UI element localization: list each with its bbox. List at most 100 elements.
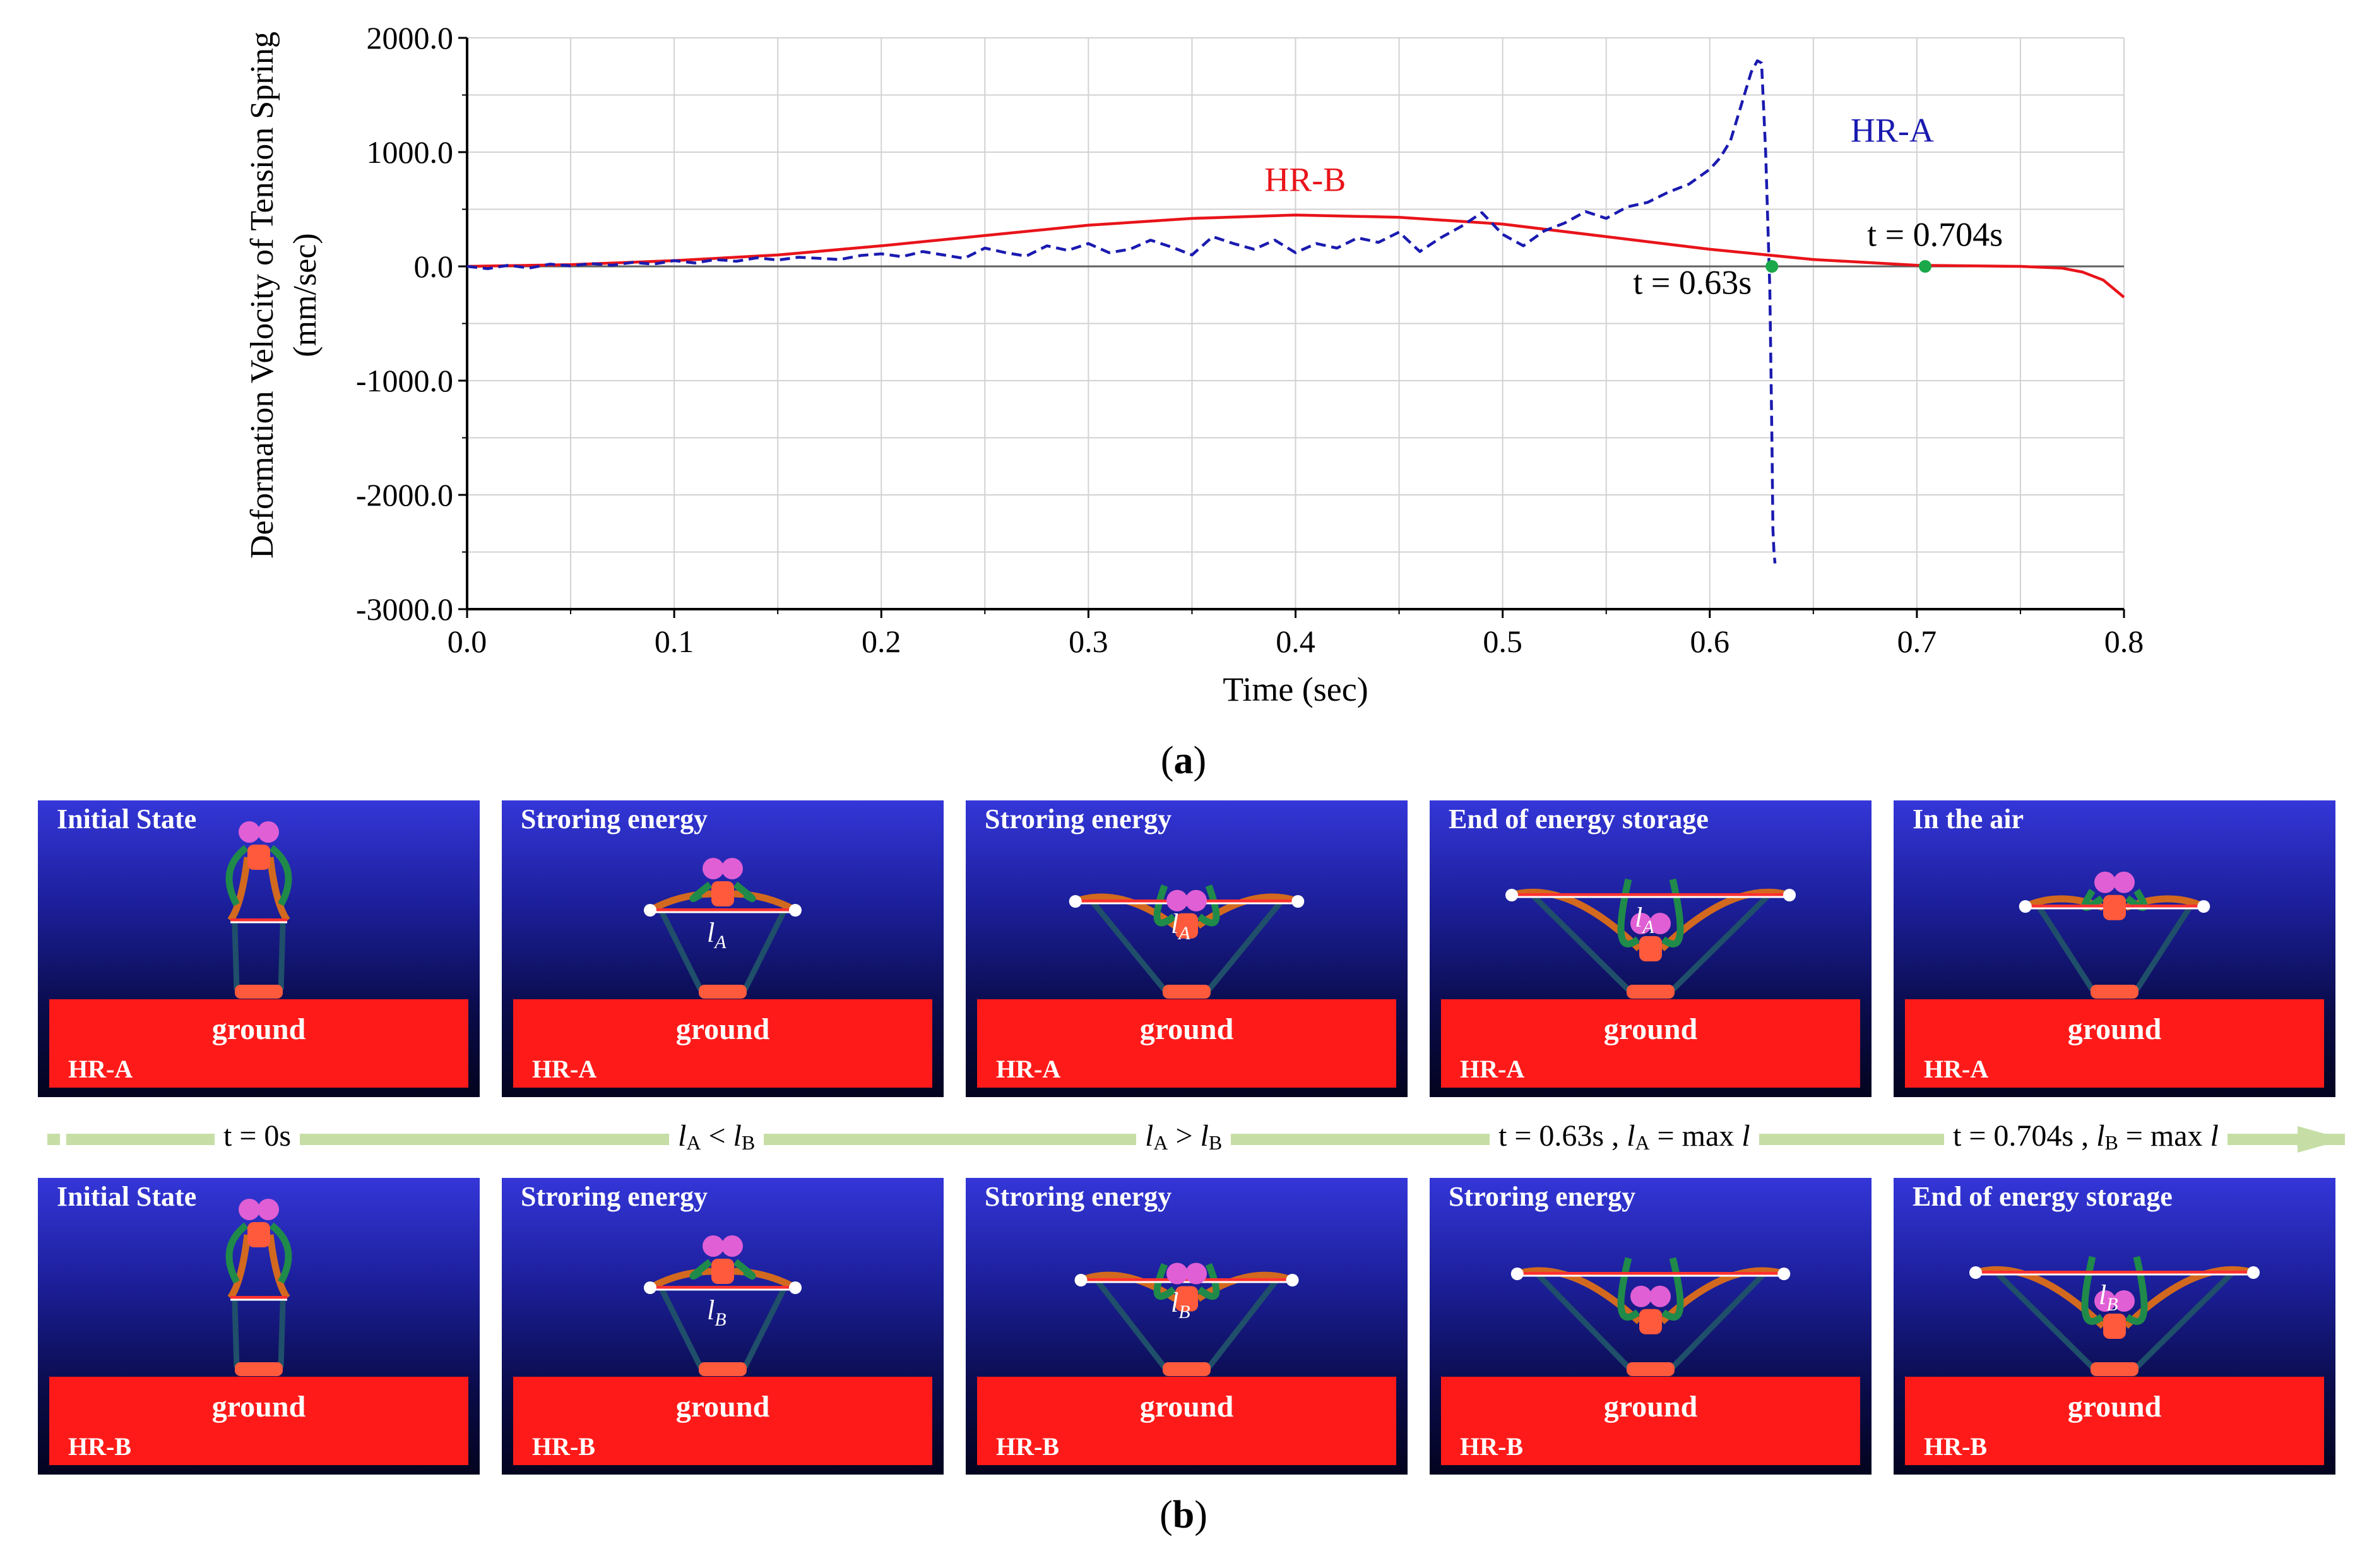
panel-title: End of energy storage — [1913, 1181, 2173, 1212]
annotation-hr-b: HR-B — [1264, 161, 1346, 199]
y-tick-label: -3000.0 — [356, 591, 453, 627]
subfigure-label-a: (a) — [1160, 739, 1207, 782]
robot-label: HR-A — [532, 1055, 597, 1083]
sim-panel: Stroring energy ground HR-B lB — [966, 1178, 1408, 1475]
robot-figure — [1969, 1256, 2260, 1376]
ground-block: ground HR-B — [49, 1377, 468, 1465]
panel-title: Initial State — [57, 804, 197, 834]
robot-figure — [1505, 878, 1796, 999]
length-label: lB — [707, 1295, 727, 1330]
x-tick-label: 0.4 — [1276, 624, 1315, 659]
panel-title: Stroring energy — [985, 804, 1172, 834]
robot-label: HR-A — [1924, 1055, 1989, 1083]
subfigure-label-b: (b) — [1160, 1494, 1207, 1536]
panel-title: In the air — [1913, 804, 2024, 834]
robot-figure — [2019, 871, 2210, 999]
robot-label: HR-B — [1924, 1432, 1987, 1461]
ground-block: ground HR-A — [513, 999, 932, 1088]
robot-figure — [225, 1199, 292, 1376]
x-tick-label: 0.5 — [1483, 624, 1522, 659]
panel-title: Initial State — [57, 1181, 197, 1212]
velocity-chart: 0.0 0.1 0.2 0.3 0.4 0.5 0.6 0.7 0.8 2000.0 1000.0 0… — [244, 20, 2144, 708]
y-tick-label: -2000.0 — [356, 477, 453, 513]
sim-panel: End of energy storage ground HR-A lA — [1430, 800, 1872, 1097]
t-0704-marker — [1919, 260, 1931, 273]
x-tick-label: 0.7 — [1897, 624, 1937, 659]
robot-figure — [644, 1235, 802, 1376]
y-tick-label: 0.0 — [414, 249, 454, 284]
x-tick-label: 0.3 — [1069, 624, 1108, 659]
timeline-la-lt-lb: lA < lB — [669, 1119, 764, 1155]
sim-panel: Stroring energy ground HR-A lA — [502, 800, 944, 1097]
x-axis-title: Time (sec) — [1223, 670, 1368, 708]
y-tick-label: 1000.0 — [367, 134, 454, 170]
ground-label: ground — [1603, 1013, 1698, 1046]
panel-title: Stroring energy — [1449, 1181, 1636, 1212]
length-label: lB — [2099, 1280, 2118, 1315]
robot-figure — [644, 858, 802, 999]
x-tick-label: 0.8 — [2104, 624, 2144, 659]
ground-block: ground HR-A — [977, 999, 1396, 1088]
ground-label: ground — [2067, 1013, 2162, 1046]
y-tick-label: 2000.0 — [367, 20, 454, 56]
sim-panel: Stroring energy ground HR-B lB — [502, 1178, 944, 1475]
ground-label: ground — [211, 1390, 306, 1423]
robot-label: HR-B — [996, 1432, 1059, 1461]
length-label: lA — [1171, 908, 1190, 944]
robot-figure — [225, 821, 292, 999]
timeline-t063: t = 0.63s , lA = max l — [1490, 1119, 1759, 1155]
ground-block: ground HR-B — [1905, 1377, 2324, 1465]
ground-block: ground HR-A — [49, 999, 468, 1088]
ground-block: ground HR-B — [513, 1377, 932, 1465]
robot-figure — [1069, 884, 1305, 999]
ground-block: ground HR-B — [977, 1377, 1396, 1465]
t-063-marker — [1765, 260, 1779, 273]
x-tick-label: 0.2 — [862, 624, 901, 659]
sim-panel: End of energy storage ground HR-B lB — [1894, 1178, 2335, 1475]
series-line-hr-a — [466, 59, 1777, 564]
ground-block: ground HR-A — [1905, 999, 2324, 1088]
robot-label: HR-B — [532, 1432, 595, 1461]
length-label: lB — [1171, 1287, 1190, 1322]
sim-panel: Stroring energy ground HR-A lA — [966, 800, 1408, 1097]
annotation-hr-a: HR-A — [1851, 112, 1934, 150]
x-tick-label: 0.1 — [655, 624, 694, 659]
length-label: lA — [1635, 902, 1654, 937]
panel-title: Stroring energy — [521, 1181, 708, 1212]
sim-panel: Initial State ground HR-B — [38, 1178, 480, 1475]
robot-label: HR-A — [996, 1055, 1061, 1083]
ground-label: ground — [1139, 1390, 1234, 1423]
ground-block: ground HR-A — [1441, 999, 1860, 1088]
length-label: lA — [707, 917, 727, 953]
sim-panel: Initial State ground HR-A — [38, 800, 480, 1097]
robot-label: HR-A — [1460, 1055, 1525, 1083]
panel-title: Stroring energy — [521, 804, 708, 834]
annotation-t-0-704s: t = 0.704s — [1867, 215, 2003, 253]
sim-panel: In the air ground HR-A — [1894, 800, 2335, 1097]
ground-label: ground — [2067, 1390, 2162, 1423]
ground-label: ground — [1139, 1013, 1234, 1046]
y-axis-title-units: (mm/sec) — [287, 233, 323, 357]
panel-title: End of energy storage — [1449, 804, 1709, 834]
x-tick-label: 0.6 — [1690, 624, 1730, 659]
series-line-hr-b — [466, 213, 2125, 299]
x-tick-label: 0.0 — [448, 624, 487, 659]
ground-block: ground HR-B — [1441, 1377, 1860, 1465]
ground-label: ground — [675, 1390, 770, 1423]
timeline-la-gt-lb: lA > lB — [1136, 1119, 1231, 1155]
timeline-t0: t = 0s — [215, 1119, 300, 1153]
robot-figure — [1074, 1262, 1299, 1376]
robot-label: HR-B — [68, 1432, 131, 1461]
ground-label: ground — [1603, 1390, 1698, 1423]
y-tick-label: -1000.0 — [356, 363, 453, 398]
robot-label: HR-B — [1460, 1432, 1523, 1461]
panel-title: Stroring energy — [985, 1181, 1172, 1212]
annotation-t-0-63s: t = 0.63s — [1633, 263, 1752, 301]
ground-label: ground — [675, 1013, 770, 1046]
robot-label: HR-A — [68, 1055, 133, 1083]
ground-label: ground — [211, 1013, 306, 1046]
sim-panel: Stroring energy ground HR-B — [1430, 1178, 1872, 1475]
robot-figure — [1510, 1257, 1791, 1376]
timeline-t0704: t = 0.704s , lB = max l — [1944, 1119, 2228, 1155]
